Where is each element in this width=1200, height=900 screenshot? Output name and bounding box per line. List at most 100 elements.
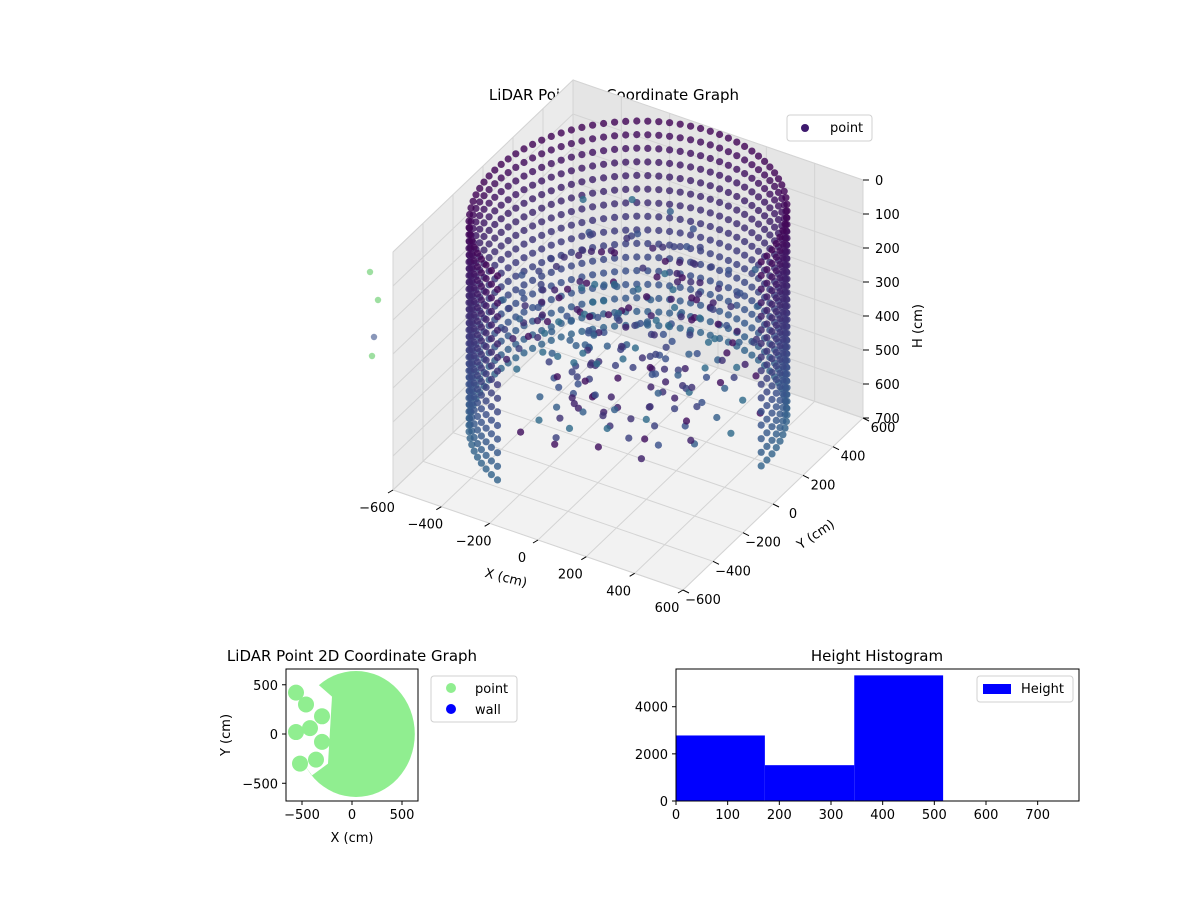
data-point [512, 150, 520, 158]
data-point [622, 145, 630, 153]
data-point [709, 305, 717, 313]
histogram-frame [675, 668, 1080, 802]
data-point [521, 302, 529, 310]
data-point [485, 240, 493, 248]
data-point [533, 317, 542, 325]
data-point [583, 279, 591, 287]
data-point [578, 164, 586, 172]
data-point [688, 316, 696, 324]
x-tick-label: 600 [974, 808, 999, 823]
data-point [706, 222, 714, 231]
data-point [662, 378, 670, 386]
data-point [633, 267, 641, 275]
data-point [482, 329, 490, 337]
data-point [557, 238, 565, 246]
data-point [688, 294, 696, 302]
data-point [713, 413, 721, 422]
chart-histogram: Height Histogram 0 100 200 300 400 500 600 7000… [635, 647, 1080, 823]
data-point [716, 294, 724, 302]
data-point [776, 410, 784, 418]
data-point [611, 200, 619, 208]
data-point [763, 361, 771, 369]
data-point [706, 250, 714, 258]
data-point [538, 259, 546, 267]
data-point [622, 158, 630, 166]
data-point [468, 441, 476, 449]
x-tick-label: −600 [359, 501, 395, 516]
data-point [774, 188, 783, 196]
data-point [520, 294, 528, 303]
data-point [600, 255, 608, 264]
data-point [567, 248, 576, 256]
data-point [768, 341, 776, 349]
y-tick-label: 0 [789, 507, 797, 522]
data-point [529, 222, 537, 230]
data-point [473, 372, 482, 380]
data-point [594, 443, 603, 451]
data-point [741, 265, 749, 273]
data-point [547, 160, 555, 168]
data-point [487, 457, 495, 465]
x-tick-label: 0 [518, 551, 526, 566]
data-point [515, 345, 523, 353]
y-tick-label: 200 [811, 478, 836, 493]
data-point [567, 194, 576, 202]
data-point [589, 162, 597, 170]
data-point [666, 227, 674, 236]
point-blob [288, 684, 304, 701]
data-point [689, 225, 697, 233]
data-point [772, 308, 780, 316]
y-tick [772, 503, 780, 508]
data-point [644, 185, 652, 193]
data-point [644, 158, 652, 166]
data-point [771, 223, 779, 231]
data-point [655, 254, 663, 262]
data-point [482, 302, 490, 310]
data-point [470, 352, 478, 360]
data-point [776, 260, 784, 268]
data-point [547, 187, 555, 195]
data-point [615, 316, 623, 324]
data-point [696, 243, 704, 251]
chart-3d-z-label: H (cm) [911, 304, 926, 348]
data-point [537, 280, 545, 289]
data-point [766, 163, 774, 171]
data-point [493, 367, 502, 375]
data-point [512, 191, 520, 199]
data-point [564, 285, 572, 293]
data-point [622, 253, 630, 261]
data-point [757, 271, 765, 280]
data-point [646, 403, 654, 411]
data-point [529, 208, 537, 216]
data-point [512, 177, 520, 185]
data-point [557, 197, 565, 205]
data-point [649, 244, 657, 252]
data-point [724, 243, 733, 251]
data-point [766, 231, 774, 239]
data-point [644, 212, 652, 220]
data-point [763, 456, 771, 464]
data-point [714, 320, 722, 328]
data-point [547, 214, 555, 222]
data-point [547, 268, 555, 276]
data-point [642, 415, 650, 423]
histogram-legend: Height [976, 675, 1074, 703]
data-point [671, 303, 679, 312]
data-point [779, 295, 787, 303]
data-point [706, 236, 714, 244]
data-point [499, 296, 507, 304]
data-point [718, 356, 726, 364]
data-point [695, 290, 703, 298]
data-point [567, 153, 576, 161]
data-point [733, 152, 741, 160]
data-point [520, 226, 528, 235]
data-point [776, 328, 784, 336]
data-point [512, 327, 520, 335]
data-point [733, 315, 741, 323]
data-point [487, 267, 495, 275]
y-tick-label: 4000 [635, 701, 668, 716]
data-point [748, 283, 756, 291]
data-point [482, 288, 490, 296]
data-point [733, 220, 741, 228]
data-point [611, 227, 619, 235]
